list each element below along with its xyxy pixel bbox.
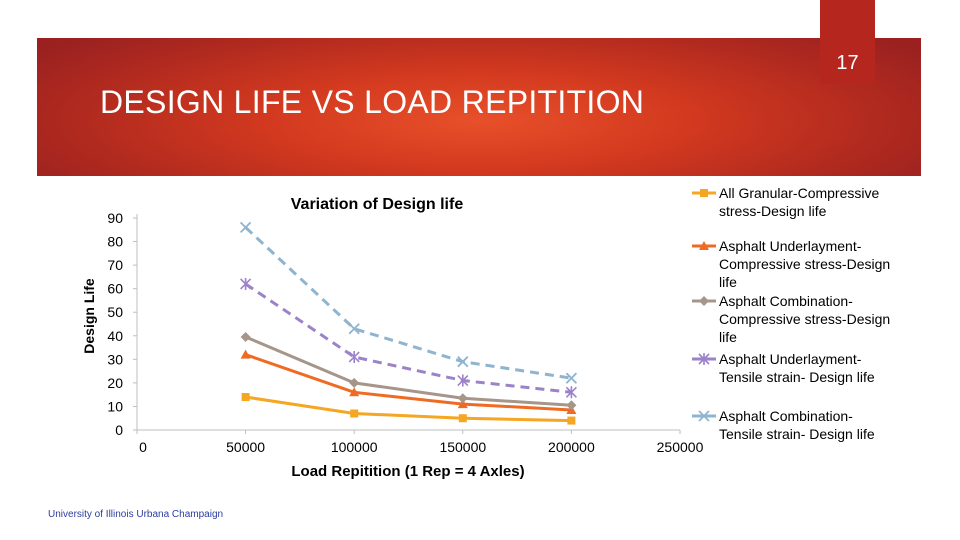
legend-entry-2: Asphalt Underlayment-Compressive stress-… — [692, 238, 890, 290]
series-line — [245, 353, 572, 412]
y-tick-label: 20 — [107, 375, 123, 391]
data-point — [240, 277, 252, 290]
legend-label: Asphalt Underlayment-Compressive stress-… — [719, 238, 890, 290]
legend-label: Asphalt Combination-Tensile strain- Desi… — [719, 408, 875, 442]
series-line — [245, 395, 572, 423]
data-point — [349, 377, 360, 388]
data-point — [240, 331, 251, 342]
y-tick-label: 50 — [107, 304, 123, 320]
data-point — [349, 387, 360, 397]
title-banner — [37, 38, 921, 176]
series-line — [245, 335, 572, 407]
x-tick-label: 100000 — [331, 439, 378, 455]
series-4 — [240, 277, 577, 399]
legend-entry-1: All Granular-Compressive stress-Design li… — [692, 185, 879, 219]
legend-swatch-marker — [698, 410, 710, 422]
series-2 — [240, 349, 577, 414]
data-point — [348, 350, 360, 363]
data-point — [350, 409, 359, 418]
data-point — [348, 323, 360, 335]
data-point — [239, 221, 252, 234]
chart-title: Variation of Design life — [291, 196, 464, 213]
data-point — [565, 386, 577, 399]
data-point — [457, 393, 468, 404]
y-tick-label: 0 — [115, 422, 123, 438]
x-tick-label: 150000 — [439, 439, 486, 455]
x-tick-label: 250000 — [657, 439, 704, 455]
data-point — [457, 356, 469, 368]
legend-entry-3: Asphalt Combination-Compressive stress-D… — [692, 293, 890, 345]
legend-swatch-marker — [699, 241, 709, 250]
series-1 — [241, 393, 576, 425]
y-tick-label: 80 — [107, 234, 123, 250]
data-point — [241, 393, 250, 402]
legend-swatch-marker — [700, 189, 708, 197]
x-tick-label: 50000 — [226, 439, 265, 455]
y-tick-label: 60 — [107, 281, 123, 297]
legend-swatch-marker — [699, 296, 709, 306]
data-point — [567, 416, 576, 425]
data-point — [565, 372, 578, 384]
y-axis-label: Design Life — [81, 278, 97, 354]
y-tick-label: 90 — [107, 210, 123, 226]
legend-label: Asphalt Combination-Compressive stress-D… — [719, 293, 890, 345]
slide-number: 17 — [836, 52, 859, 74]
x-tick-label: 0 — [139, 439, 147, 455]
data-point — [457, 374, 469, 387]
series-3 — [240, 331, 577, 411]
legend-entry-4: Asphalt Underlayment-Tensile strain- Des… — [692, 351, 875, 385]
data-point — [240, 349, 251, 359]
x-tick-label: 200000 — [548, 439, 595, 455]
series-line — [244, 282, 572, 394]
data-point — [566, 400, 577, 411]
data-point — [457, 399, 468, 409]
footer-text: University of Illinois Urbana Champaign — [48, 509, 224, 520]
data-point — [458, 414, 467, 423]
page-title: DESIGN LIFE VS LOAD REPITITION — [100, 84, 645, 120]
y-tick-label: 30 — [107, 351, 123, 367]
legend-label: Asphalt Underlayment-Tensile strain- Des… — [719, 351, 875, 385]
legend-entry-5: Asphalt Combination-Tensile strain- Desi… — [692, 408, 875, 442]
series-line — [244, 226, 572, 380]
y-tick-label: 40 — [107, 328, 123, 344]
x-axis-label: Load Repitition (1 Rep = 4 Axles) — [291, 463, 524, 480]
legend-swatch-marker — [698, 353, 710, 365]
y-tick-label: 70 — [107, 257, 123, 273]
series-5 — [239, 221, 578, 384]
slide-number-badge — [820, 0, 875, 84]
y-tick-label: 10 — [107, 398, 123, 414]
legend-label: All Granular-Compressive stress-Design li… — [719, 185, 879, 219]
